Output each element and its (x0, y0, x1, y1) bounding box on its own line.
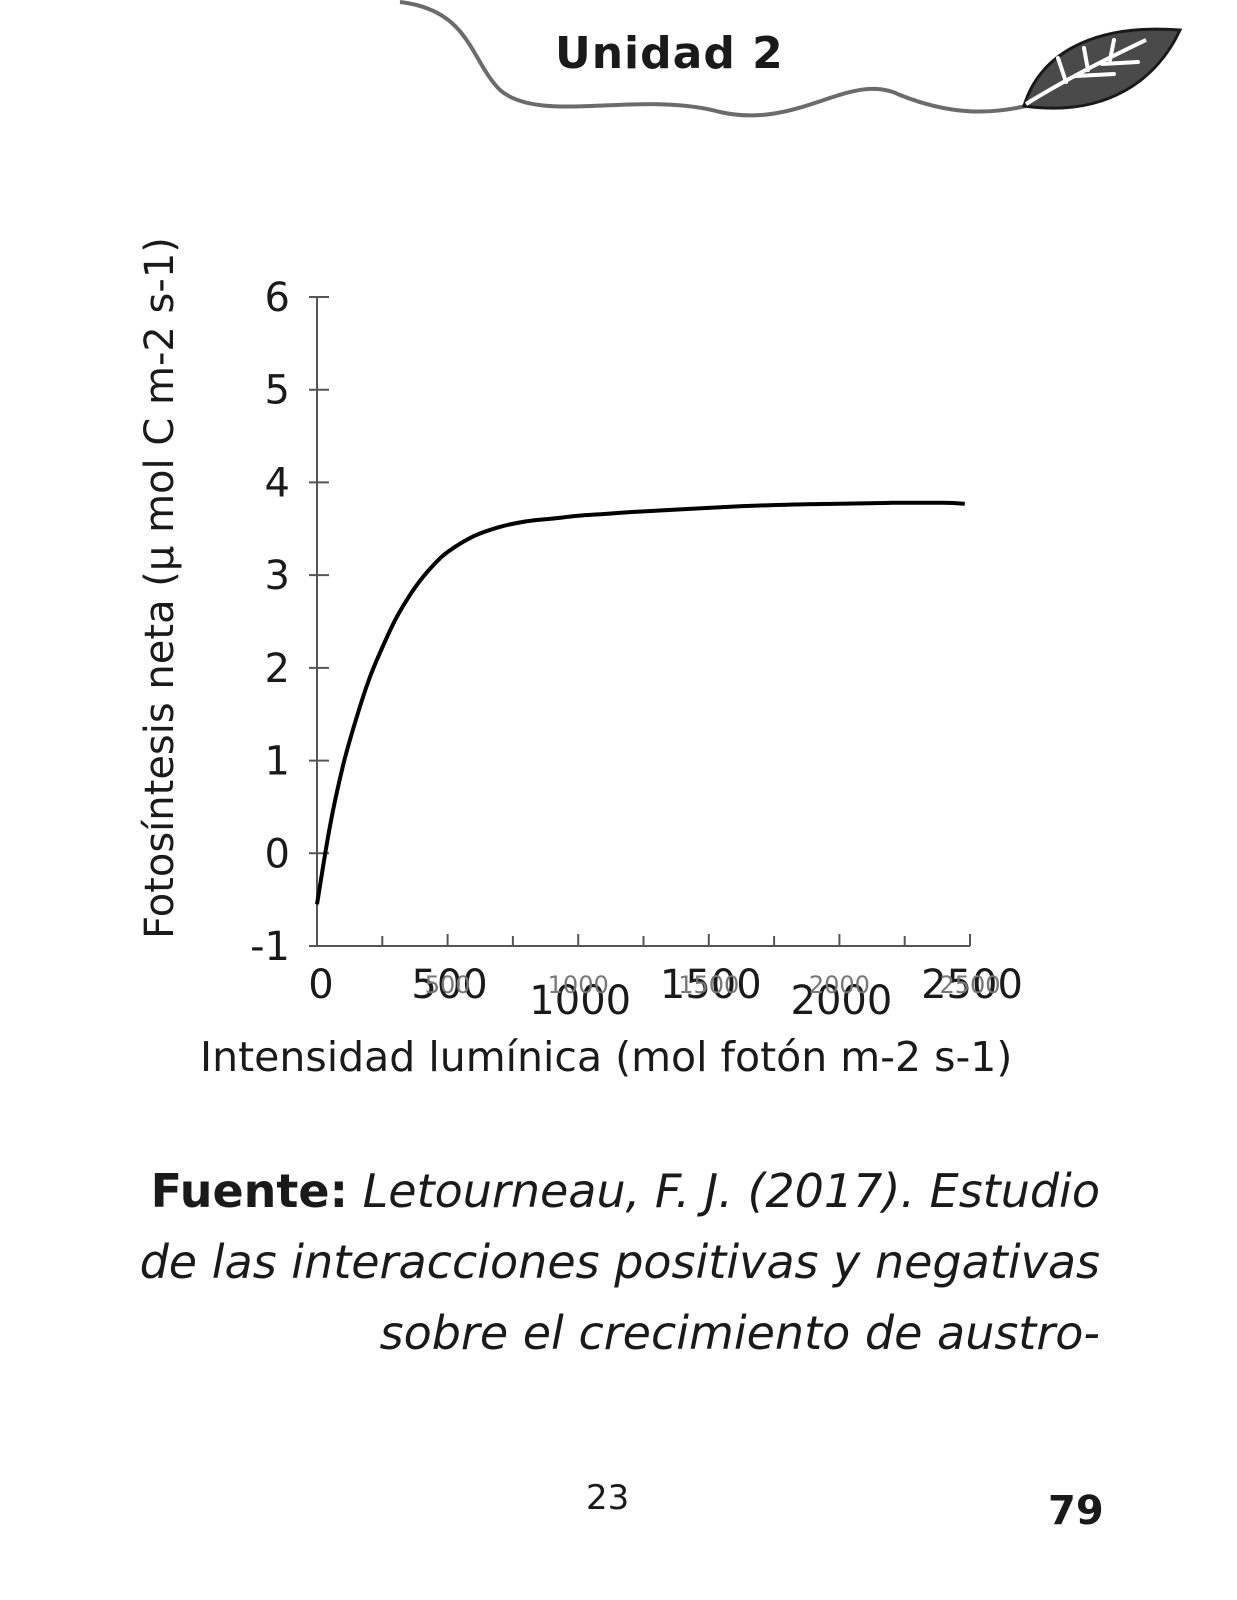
y-tick-label: 3 (265, 553, 290, 599)
source-citation: Fuente: Letourneau, F. J. (2017). Estudi… (110, 1156, 1100, 1369)
x-tick-label-small: 2000 (809, 971, 870, 999)
y-tick-label: 0 (265, 831, 290, 877)
x-tick-label: 2000 (791, 978, 893, 1024)
header-wave-decoration (399, 0, 1031, 118)
x-tick-label-small: 1500 (678, 971, 739, 999)
page-number-right: 79 (1048, 1488, 1104, 1534)
x-tick-label: 500 (411, 962, 487, 1008)
y-tick-label: -1 (250, 924, 290, 970)
x-tick-label: 0 (308, 962, 333, 1008)
x-tick-label: 2500 (921, 962, 1023, 1008)
leaf-icon (1022, 27, 1183, 110)
series-line (315, 500, 965, 905)
x-tick-label: 1500 (660, 962, 762, 1008)
source-label: Fuente: (150, 1164, 349, 1218)
y-tick-label: 4 (265, 460, 290, 506)
y-tick-label: 5 (265, 368, 290, 414)
x-tick-label-small: 500 (425, 971, 471, 999)
x-tick-label-small: 2500 (939, 971, 1000, 999)
y-tick-label: 1 (265, 739, 290, 785)
source-text: Letourneau, F. J. (2017). Estudio de las… (139, 1164, 1100, 1360)
x-tick-label: 1000 (529, 978, 631, 1024)
page-number-center: 23 (586, 1478, 630, 1518)
y-axis-title: Fotosíntesis neta (µ mol C m-2 s-1) (137, 237, 183, 939)
y-tick-label: 2 (265, 646, 290, 692)
unit-title: Unidad 2 (555, 28, 784, 79)
x-axis-title: Intensidad lumínica (mol fotón m-2 s-1) (200, 1033, 1013, 1081)
y-tick-label: 6 (265, 275, 290, 321)
x-tick-label-small: 1000 (548, 971, 609, 999)
